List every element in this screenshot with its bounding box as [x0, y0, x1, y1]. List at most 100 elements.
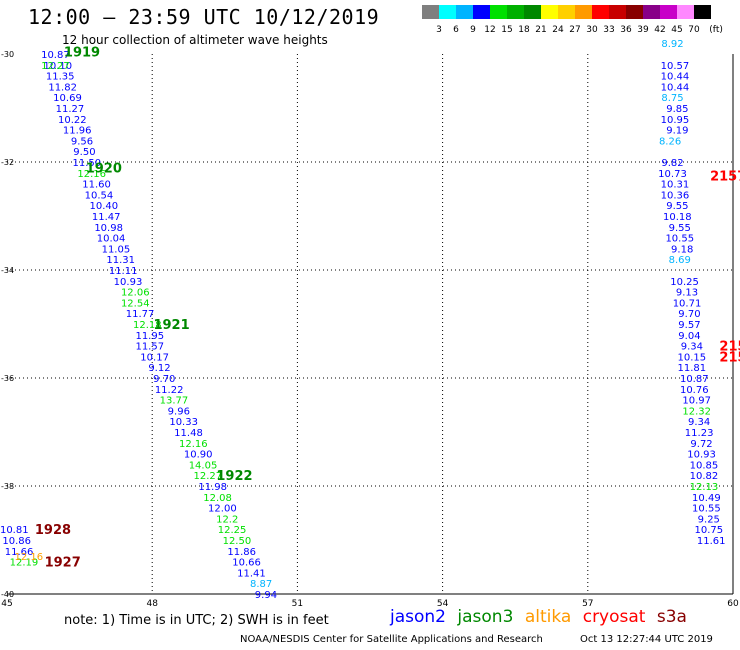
wave-height-value: 12.54: [121, 298, 150, 309]
scale-label: 45: [671, 25, 682, 35]
wave-height-value: 8.26: [659, 136, 681, 147]
wave-height-value: 12.16: [77, 169, 106, 180]
wave-height-value: 12.25: [218, 525, 247, 536]
x-tick-label: 51: [292, 599, 303, 609]
wave-height-value: 9.55: [669, 223, 691, 234]
chart-subtitle: 12 hour collection of altimeter wave hei…: [62, 33, 328, 47]
wave-height-value: 11.35: [46, 72, 75, 83]
scale-label: 15: [501, 25, 512, 35]
wave-height-value: 9.13: [676, 288, 698, 299]
wave-height-value: 13.77: [160, 396, 189, 407]
wave-height-value: 9.57: [678, 320, 700, 331]
scale-label: 30: [586, 25, 598, 35]
wave-height-value: 10.86: [2, 536, 31, 547]
wave-height-value: 8.92: [661, 39, 683, 50]
wave-height-value: 9.55: [666, 201, 688, 212]
wave-height-value: 12.00: [208, 504, 237, 515]
wave-height-value: 9.19: [666, 126, 688, 137]
wave-height-value: 10.90: [184, 450, 213, 461]
wave-height-value: 10.15: [678, 352, 707, 363]
wave-height-value: 9.34: [688, 417, 710, 428]
time-label: 1927: [45, 556, 81, 571]
wave-height-value: 10.54: [85, 190, 114, 201]
wave-height-value: 11.47: [92, 212, 121, 223]
wave-height-value: 14.05: [189, 460, 218, 471]
wave-height-value: 10.93: [114, 277, 143, 288]
wave-height-value: 10.18: [663, 212, 692, 223]
scale-swatch: [694, 5, 711, 19]
x-tick-label: 45: [1, 599, 12, 609]
wave-height-value: 9.12: [148, 363, 170, 374]
wave-height-value: 12.2: [216, 514, 238, 525]
wave-height-value: 10.75: [694, 525, 723, 536]
x-tick-label: 57: [582, 599, 593, 609]
wave-height-value: 11.95: [135, 331, 164, 342]
scale-label: 18: [518, 25, 530, 35]
scale-label: 27: [569, 25, 580, 35]
scale-swatch: [490, 5, 507, 19]
wave-height-value: 11.48: [174, 428, 203, 439]
legend-altika: altika: [524, 607, 572, 627]
y-tick-label: -30: [1, 50, 14, 59]
wave-height-value: 9.96: [168, 406, 190, 417]
wave-height-value: 11.22: [155, 385, 184, 396]
legend-cryosat: cryosat: [582, 607, 646, 627]
wave-height-value: 10.69: [53, 93, 82, 104]
wave-height-value: 9.04: [678, 331, 700, 342]
wave-height-value: 10.97: [682, 396, 711, 407]
scale-swatch: [439, 5, 456, 19]
scale-swatch: [592, 5, 609, 19]
wave-height-value: 11.57: [135, 342, 164, 353]
wave-height-value: 12.06: [121, 288, 150, 299]
chart-title: 12:00 – 23:59 UTC 10/12/2019: [28, 5, 380, 29]
wave-height-value: 12.50: [223, 536, 252, 547]
wave-height-value: 11.05: [102, 244, 131, 255]
wave-height-value: 10.98: [94, 223, 123, 234]
wave-height-value: 10.44: [661, 82, 690, 93]
wave-height-value: 9.50: [73, 147, 95, 158]
wave-height-value: 10.25: [670, 277, 699, 288]
wave-height-value: 9.72: [690, 439, 712, 450]
wave-height-value: 10.36: [661, 190, 690, 201]
scale-swatch: [524, 5, 541, 19]
wave-height-value: 10.17: [140, 352, 169, 363]
wave-height-value: 10.04: [97, 234, 126, 245]
scale-label: 21: [535, 25, 546, 35]
credit-line: NOAA/NESDIS Center for Satellite Applica…: [240, 634, 543, 645]
scale-label: 3: [436, 25, 442, 35]
wave-height-value: 11.11: [109, 266, 138, 277]
time-label: 2157: [710, 170, 740, 185]
scale-label: 33: [603, 25, 614, 35]
wave-height-value: 9.34: [681, 342, 703, 353]
legend-s3a: s3a: [656, 607, 687, 627]
wave-height-value: 8.69: [669, 255, 691, 266]
wave-height-value: 12.13: [690, 482, 719, 493]
time-label: 1921: [153, 318, 189, 333]
wave-height-value: 12.08: [203, 493, 232, 504]
wave-height-value: 10.57: [661, 61, 690, 72]
wave-height-value: 10.82: [690, 471, 719, 482]
wave-height-value: 8.87: [250, 579, 272, 590]
time-label: 1922: [216, 469, 252, 484]
y-tick-label: -40: [1, 590, 14, 599]
wave-height-value: 12.27: [41, 61, 70, 72]
scale-label: 12: [484, 25, 495, 35]
wave-height-value: 10.40: [89, 201, 118, 212]
wave-height-value: 10.44: [661, 72, 690, 83]
time-label: 1928: [35, 523, 71, 538]
y-tick-label: -32: [1, 158, 14, 167]
wave-height-value: 11.96: [63, 126, 92, 137]
wave-height-value: 10.81: [0, 525, 29, 536]
scale-swatch: [677, 5, 694, 19]
wave-height-value: 10.55: [665, 234, 694, 245]
wave-height-value: 10.22: [58, 115, 87, 126]
wave-height-value: 10.33: [169, 417, 198, 428]
scale-swatch: [473, 5, 490, 19]
wave-height-value: 10.85: [690, 460, 719, 471]
scale-label: 9: [470, 25, 476, 35]
scale-swatch: [660, 5, 677, 19]
time-label: 1919: [64, 45, 100, 60]
legend-jason3: jason3: [457, 607, 514, 627]
y-tick-label: -36: [1, 374, 14, 383]
wave-height-value: 11.86: [227, 547, 256, 558]
